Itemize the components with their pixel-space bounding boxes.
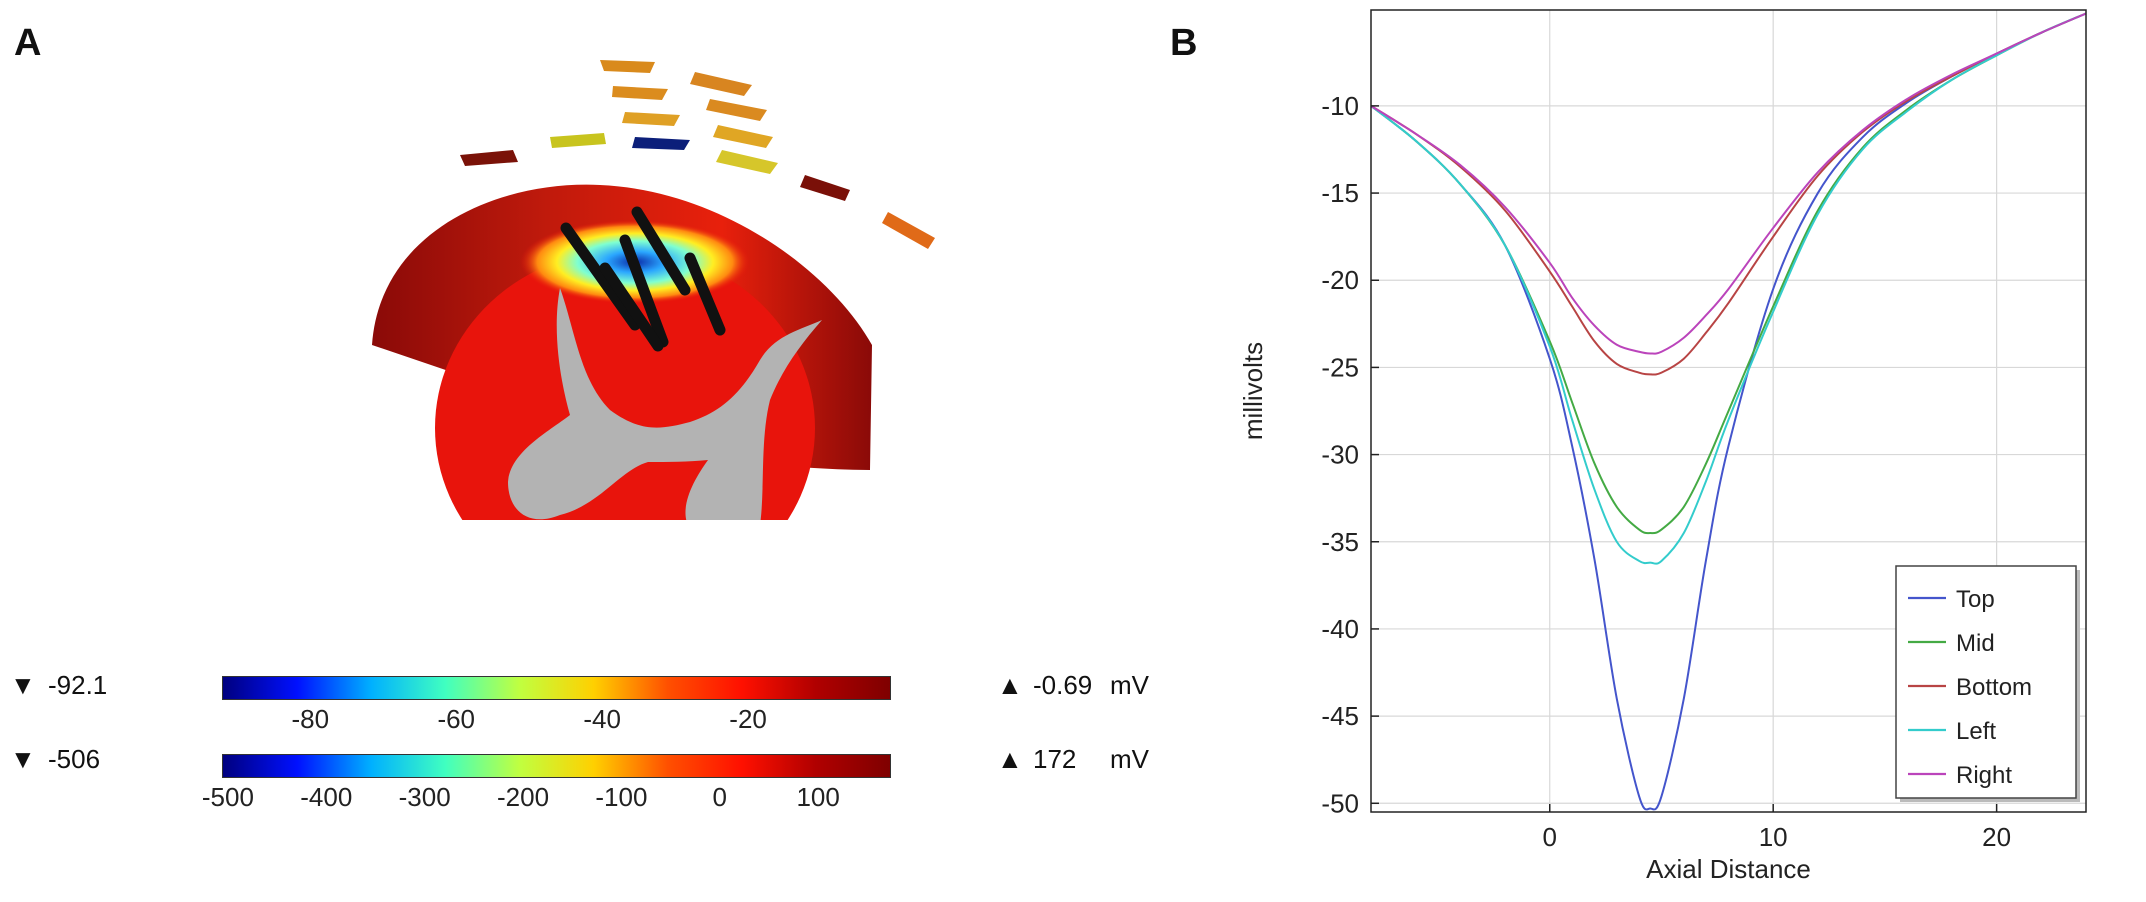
y-tick-labels: -10 -15 -20 -25 -30 -35 -40 -45 -50 <box>1321 91 1379 818</box>
colorbar-1-gradient <box>222 676 891 700</box>
colorbar-2-tick-label: -300 <box>399 782 451 812</box>
colorbar-2-tick-label: -200 <box>497 782 549 812</box>
colorbar-2-tick-label: 100 <box>796 782 839 812</box>
legend-label-bottom: Bottom <box>1956 674 2032 701</box>
plot-frame <box>1370 9 2087 813</box>
colorbar-1-max-label: -0.69 <box>1033 670 1093 700</box>
colorbar-2-gradient <box>222 754 891 778</box>
colorbar-1-tick-label: -80 <box>292 704 330 734</box>
legend-label-mid: Mid <box>1956 630 1995 657</box>
y-tick-label: -45 <box>1321 701 1359 731</box>
series-line-bottom <box>1370 12 2087 376</box>
colorbar-2-tick-label: -100 <box>595 782 647 812</box>
colorbar-1-ticks: -80 -60 -40 -20 <box>292 704 767 734</box>
colorbar-2-tick-label: -500 <box>202 782 254 812</box>
legend-label-right: Right <box>1956 762 2012 789</box>
panel-b-label: B <box>1170 22 1198 64</box>
chart-legend: Top Mid Bottom Left Right <box>1895 565 2080 802</box>
x-tick-label: 20 <box>1982 822 2011 852</box>
colorbar-1-unit: mV <box>1110 670 1149 700</box>
series-line-right <box>1370 12 2087 355</box>
colorbar-2-tick-label: 0 <box>713 782 727 812</box>
line-chart: -10 -15 -20 -25 -30 -35 -40 -45 -50 0 10 20 milliv… <box>1238 9 2087 884</box>
colorbar-2-tick-label: -400 <box>300 782 352 812</box>
y-tick-label: -15 <box>1321 178 1359 208</box>
panel-a-label: A <box>14 22 42 64</box>
series-line-left <box>1370 12 2087 565</box>
colorbar-1-tick-label: -60 <box>437 704 475 734</box>
electrode-leads <box>560 206 726 352</box>
y-axis-label: millivolts <box>1238 342 1268 440</box>
colorbar-2-min-marker: ▼ <box>10 744 36 774</box>
colorbar-current: ▼ -506 ▲ 172 mV <box>0 742 1149 778</box>
colorbar-2-max-marker: ▲ <box>997 744 1023 774</box>
y-tick-label: -20 <box>1321 265 1359 295</box>
x-tick-labels: 0 10 20 <box>1543 804 2011 852</box>
colorbar-1-tick-label: -20 <box>729 704 767 734</box>
y-tick-label: -40 <box>1321 614 1359 644</box>
x-tick-label: 0 <box>1543 822 1557 852</box>
x-tick-label: 10 <box>1759 822 1788 852</box>
spinal-cord-model <box>372 60 935 520</box>
colorbar-1-min-label: -92.1 <box>48 670 108 700</box>
colorbar-1-min-marker: ▼ <box>10 670 36 700</box>
y-tick-label: -10 <box>1321 91 1359 121</box>
y-tick-label: -30 <box>1321 440 1359 470</box>
legend-label-top: Top <box>1956 586 1995 613</box>
colorbar-1-tick-label: -40 <box>583 704 621 734</box>
colorbar-2-max-label: 172 <box>1033 744 1077 774</box>
colorbar-potential: ▼ -92.1 ▲ -0.69 mV <box>0 668 1149 704</box>
colorbar-1-max-marker: ▲ <box>997 670 1023 700</box>
colorbar-2-min-label: -506 <box>48 744 101 774</box>
y-tick-label: -50 <box>1321 788 1359 818</box>
legend-label-left: Left <box>1956 718 1996 745</box>
x-axis-label: Axial Distance <box>1646 854 1811 884</box>
chart-series <box>1370 12 2087 811</box>
panel-a: A <box>0 0 1149 902</box>
gray-matter <box>508 288 822 520</box>
electrode-contacts <box>460 60 935 249</box>
colorbar-2-unit: mV <box>1110 744 1149 774</box>
y-tick-label: -35 <box>1321 527 1359 557</box>
legend-box <box>1895 565 2077 799</box>
series-line-top <box>1370 12 2087 811</box>
y-tick-label: -25 <box>1321 352 1359 382</box>
colorbar-2-ticks: -500 -400 -300 -200 -100 0 100 <box>202 782 840 812</box>
